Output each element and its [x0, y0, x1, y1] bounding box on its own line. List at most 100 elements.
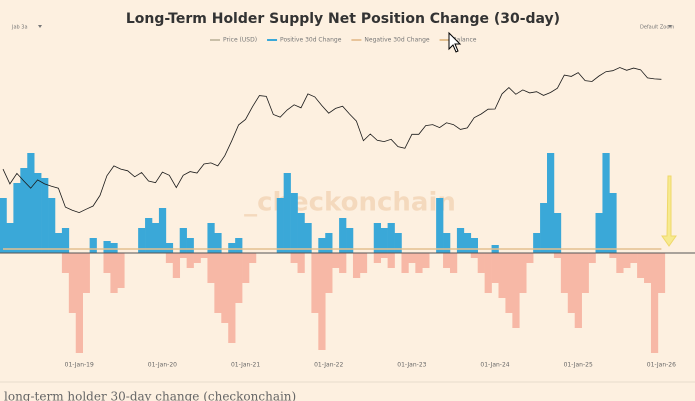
bar — [311, 253, 319, 313]
bar — [533, 233, 541, 253]
bar — [623, 253, 631, 268]
bar — [567, 253, 576, 313]
legend-label: Price (USD) — [223, 37, 257, 44]
bar — [443, 233, 451, 253]
bar — [491, 253, 499, 283]
bar — [242, 253, 250, 283]
bar — [13, 183, 21, 253]
bar — [172, 253, 181, 278]
x-tick-label: 01-Jan-21 — [231, 362, 260, 369]
x-tick-label: 01-Jan-26 — [647, 362, 676, 369]
zoom-selector[interactable]: Default Zoom — [640, 25, 674, 31]
bar — [339, 253, 347, 273]
bar — [650, 253, 659, 353]
bar — [463, 233, 472, 253]
legend-label: Negative 30d Change — [364, 37, 429, 44]
bar — [540, 203, 548, 253]
bar — [373, 253, 381, 263]
bar — [165, 253, 174, 263]
bar — [290, 253, 298, 263]
bar — [512, 253, 520, 328]
bar — [547, 153, 555, 253]
bar — [387, 223, 395, 253]
bar — [235, 253, 243, 303]
bar — [484, 253, 492, 293]
bar — [290, 193, 298, 253]
bar — [553, 213, 562, 253]
bar — [394, 233, 402, 253]
bar — [359, 253, 368, 273]
bar — [145, 218, 153, 253]
bar — [574, 253, 582, 328]
bar — [380, 228, 388, 253]
x-tick-label: 01-Jan-23 — [397, 362, 426, 369]
bar — [214, 233, 222, 253]
bar — [588, 253, 596, 263]
bar — [339, 218, 347, 253]
bar — [602, 153, 610, 253]
bar — [193, 253, 201, 263]
dropdown-icon — [668, 25, 672, 28]
bar — [214, 253, 222, 313]
bar — [526, 253, 534, 263]
bar — [560, 253, 569, 293]
bar — [68, 253, 77, 313]
legend: Price (USD) Positive 30d Change Negative 3… — [210, 37, 477, 44]
bar — [415, 253, 423, 273]
bar — [75, 253, 83, 353]
bar — [207, 253, 215, 283]
bar — [61, 253, 70, 273]
bar — [179, 253, 187, 258]
bar — [616, 253, 624, 273]
bar — [449, 253, 458, 273]
bar — [346, 228, 354, 253]
watermark: _checkonchain — [244, 188, 456, 218]
bar — [103, 241, 111, 253]
bar — [553, 253, 562, 258]
bar — [221, 253, 229, 323]
bar — [207, 223, 215, 253]
bar — [637, 253, 645, 278]
plot-area — [0, 67, 666, 353]
x-tick-label: 01-Jan-22 — [314, 362, 343, 369]
bar — [48, 198, 56, 253]
annotation-arrow — [661, 175, 677, 247]
bar — [332, 253, 340, 268]
bar — [498, 253, 506, 298]
bar — [352, 253, 361, 278]
bar — [186, 253, 194, 268]
bar — [422, 253, 430, 268]
bar — [595, 213, 603, 253]
bar — [151, 223, 160, 253]
bar — [27, 153, 35, 253]
range-selector[interactable]: Jab 3a — [11, 25, 28, 31]
bar — [505, 253, 513, 313]
bar — [387, 253, 395, 268]
bar — [609, 193, 617, 253]
x-tick-label: 01-Jan-24 — [480, 362, 509, 369]
bar — [200, 253, 208, 258]
bar — [6, 223, 14, 253]
bar — [117, 253, 125, 288]
bar — [179, 228, 187, 253]
bar — [380, 253, 388, 258]
dropdown-icon — [38, 25, 42, 28]
bar — [297, 213, 305, 253]
bar — [0, 198, 7, 253]
bar — [158, 208, 167, 253]
bar — [325, 253, 333, 293]
bar — [325, 233, 333, 253]
bar — [103, 253, 111, 273]
cursor — [448, 31, 462, 53]
bar — [82, 253, 90, 293]
bar — [34, 173, 42, 253]
bar — [186, 238, 194, 253]
x-tick-label: 01-Jan-20 — [148, 362, 177, 369]
bar — [318, 253, 326, 350]
bar — [41, 178, 49, 253]
price-line — [2, 67, 662, 214]
bar — [477, 253, 485, 273]
bar — [110, 253, 118, 293]
